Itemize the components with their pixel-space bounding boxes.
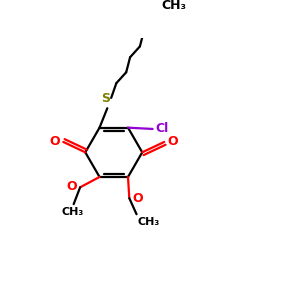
Text: CH₃: CH₃ — [62, 207, 84, 217]
Text: CH₃: CH₃ — [138, 217, 160, 227]
Text: Cl: Cl — [155, 122, 168, 135]
Text: S: S — [101, 92, 110, 105]
Text: O: O — [66, 180, 77, 193]
Text: O: O — [49, 136, 60, 148]
Text: O: O — [168, 136, 178, 148]
Text: CH₃: CH₃ — [162, 0, 187, 12]
Text: O: O — [132, 192, 143, 205]
